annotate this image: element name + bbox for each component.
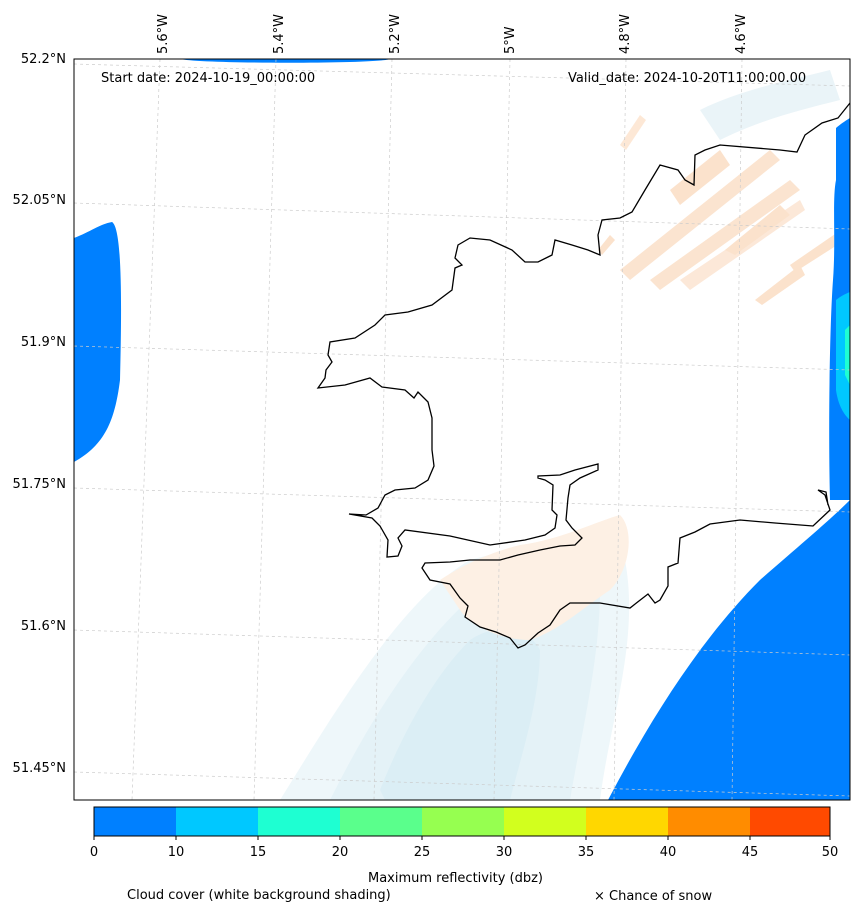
colorbar-tick: 20 — [331, 845, 349, 860]
reflectivity-blue-regions — [74, 59, 850, 800]
colorbar-segment — [94, 807, 176, 836]
colorbar-tick: 25 — [413, 845, 431, 860]
colorbar-tick: 40 — [659, 845, 677, 860]
colorbar-tick: 10 — [167, 845, 185, 860]
colorbar-segment — [422, 807, 504, 836]
colorbar-tick: 35 — [577, 845, 595, 860]
colorbar-tick: 15 — [249, 845, 267, 860]
map-frame — [73, 58, 851, 801]
lat-label: 51.45°N — [12, 761, 66, 776]
colorbar-title: Maximum reflectivity (dbz) — [368, 871, 543, 886]
lat-label: 52.05°N — [12, 193, 66, 208]
lon-label: 5.4°W — [272, 13, 287, 54]
colorbar-tick: 45 — [741, 845, 759, 860]
lon-label: 4.6°W — [734, 13, 749, 54]
lat-label: 51.9°N — [20, 335, 66, 350]
colorbar-segment — [504, 807, 586, 836]
lat-label: 51.75°N — [12, 477, 66, 492]
lat-label: 51.6°N — [20, 619, 66, 634]
cloud-cover-caption: Cloud cover (white background shading) — [127, 888, 391, 903]
lon-label: 5.6°W — [156, 13, 171, 54]
colorbar-segment — [340, 807, 422, 836]
lon-label: 5.2°W — [388, 13, 403, 54]
lon-label: 5°W — [503, 26, 518, 54]
lat-label: 52.2°N — [20, 52, 66, 67]
colorbar — [93, 806, 831, 840]
coastline — [316, 102, 850, 649]
colorbar-segment — [668, 807, 750, 836]
lon-label: 4.8°W — [618, 13, 633, 54]
start-date-label: Start date: 2024-10-19_00:00:00 — [101, 71, 316, 86]
snow-caption: × Chance of snow — [594, 889, 713, 904]
colorbar-segment — [176, 807, 258, 836]
colorbar-tick: 30 — [495, 845, 513, 860]
colorbar-segment — [586, 807, 668, 836]
colorbar-segment — [258, 807, 340, 836]
colorbar-tick: 0 — [89, 845, 99, 860]
colorbar-tick: 50 — [821, 845, 839, 860]
light-precip-shading — [440, 115, 842, 640]
valid-date-label: Valid_date: 2024-10-20T11:00:00.00 — [568, 71, 807, 86]
colorbar-segment — [750, 807, 830, 836]
map-area — [74, 59, 850, 800]
